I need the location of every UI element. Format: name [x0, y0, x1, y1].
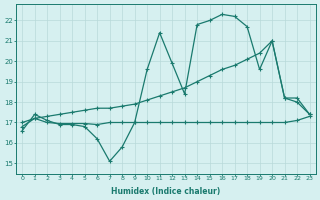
- X-axis label: Humidex (Indice chaleur): Humidex (Indice chaleur): [111, 187, 220, 196]
